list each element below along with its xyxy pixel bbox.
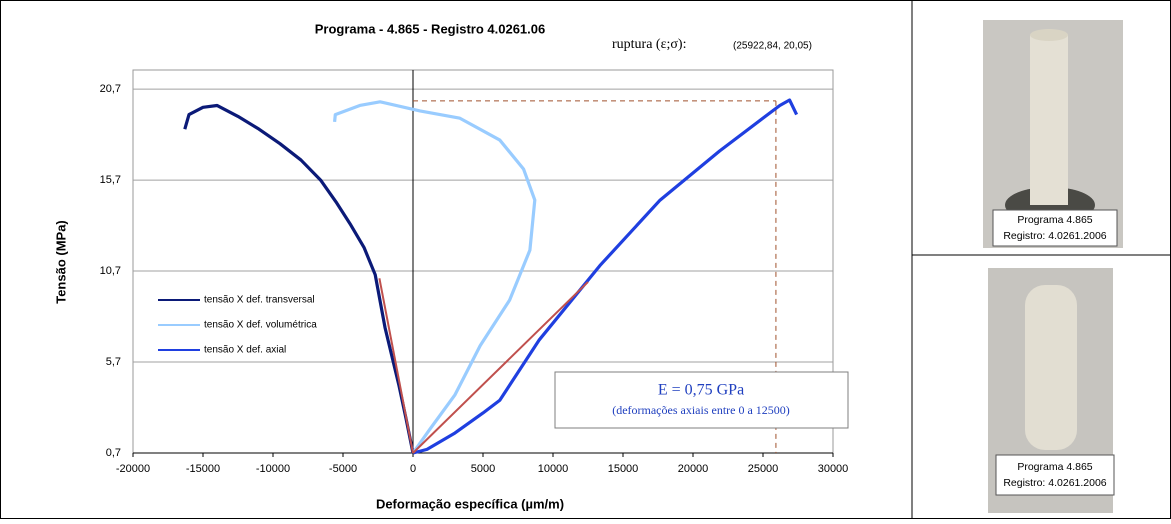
legend-label: tensão X def. volumétrica	[204, 320, 317, 331]
x-tick-label: 15000	[608, 463, 639, 475]
y-tick-label: 20,7	[100, 83, 121, 95]
y-tick-label: 5,7	[106, 356, 121, 368]
x-tick-label: -10000	[256, 463, 290, 475]
y-tick-label: 10,7	[100, 265, 121, 277]
annotation-label: ruptura (ε;σ):	[612, 37, 686, 52]
x-tick-label: -5000	[329, 463, 357, 475]
series-line	[333, 100, 537, 454]
x-tick-label: 30000	[818, 463, 849, 475]
x-tick-label: 0	[410, 463, 416, 475]
series-line	[378, 278, 414, 454]
series-line	[183, 103, 415, 454]
legend-label: tensão X def. axial	[204, 345, 286, 356]
y-tick-label: 15,7	[100, 174, 121, 186]
photo: Programa 4.865 Registro: 4.0261.2006	[983, 20, 1123, 248]
x-tick-label: 25000	[748, 463, 779, 475]
modulus-note: (deformações axiais entre 0 a 12500)	[612, 403, 790, 417]
photo-specimen	[1025, 285, 1077, 450]
y-axis-label: Tensão (MPa)	[53, 220, 68, 304]
photo-label: Programa 4.865	[1017, 461, 1092, 473]
series-line	[412, 281, 589, 454]
y-tick-label: 0,7	[106, 447, 121, 459]
x-tick-label: 5000	[471, 463, 495, 475]
photo-label: Registro: 4.0261.2006	[1003, 230, 1106, 242]
photo-label-box	[995, 454, 1115, 496]
photo-cylinder	[1030, 35, 1068, 205]
annotation-box	[554, 371, 849, 429]
photo-label: Registro: 4.0261.2006	[1003, 477, 1106, 489]
photo-label-box	[992, 209, 1118, 247]
x-tick-label: 20000	[678, 463, 709, 475]
chart-title: Programa - 4.865 - Registro 4.0261.06	[315, 21, 546, 36]
photo: Programa 4.865 Registro: 4.0261.2006	[988, 268, 1115, 513]
series-line	[412, 98, 799, 455]
modulus-label: E = 0,75 GPa	[658, 382, 744, 399]
x-tick-label: -15000	[186, 463, 220, 475]
x-axis-label: Deformação específica (µm/m)	[376, 496, 564, 511]
annotation-value: (25922,84, 20,05)	[733, 41, 812, 52]
x-tick-label: -20000	[116, 463, 150, 475]
legend-label: tensão X def. transversal	[204, 295, 315, 306]
x-tick-label: 10000	[538, 463, 569, 475]
plot: 0,7 5,7 10,7 15,7 20,7 -20000 -15000 -10000 -500…	[100, 69, 849, 475]
photo-cylinder-top	[1030, 29, 1068, 41]
photo-label: Programa 4.865	[1017, 214, 1092, 226]
